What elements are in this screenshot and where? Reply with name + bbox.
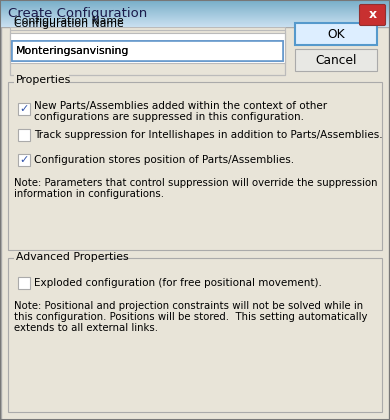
Text: Note: Positional and projection constraints will not be solved while in: Note: Positional and projection constrai… bbox=[14, 301, 363, 311]
Bar bbox=[0, 26, 390, 27]
Text: information in configurations.: information in configurations. bbox=[14, 189, 164, 199]
Bar bbox=[18, 129, 30, 141]
Text: this configuration. Positions will be stored.  This setting automatically: this configuration. Positions will be st… bbox=[14, 312, 367, 322]
Bar bbox=[0, 10, 390, 11]
Bar bbox=[0, 24, 390, 26]
Bar bbox=[0, 21, 390, 23]
Text: Cancel: Cancel bbox=[315, 53, 357, 66]
Text: ✓: ✓ bbox=[20, 155, 29, 165]
Bar bbox=[0, 10, 390, 12]
Text: Track suppression for Intellishapes in addition to Parts/Assemblies.: Track suppression for Intellishapes in a… bbox=[34, 130, 383, 140]
Text: Create Configuration: Create Configuration bbox=[8, 8, 147, 21]
Bar bbox=[0, 16, 390, 18]
Bar bbox=[0, 6, 390, 8]
Bar bbox=[0, 21, 390, 22]
Bar bbox=[295, 49, 377, 71]
Bar bbox=[0, 3, 390, 4]
Text: Advanced Properties: Advanced Properties bbox=[16, 252, 129, 262]
Bar bbox=[0, 13, 390, 14]
Text: Configuration Name: Configuration Name bbox=[14, 16, 124, 26]
Bar bbox=[0, 19, 390, 21]
Text: configurations are suppressed in this configuration.: configurations are suppressed in this co… bbox=[34, 112, 304, 122]
Bar bbox=[0, 13, 390, 15]
Text: extends to all external links.: extends to all external links. bbox=[14, 323, 158, 333]
Bar bbox=[18, 277, 30, 289]
Bar bbox=[14, 251, 99, 261]
Text: Monteringsanvisning: Monteringsanvisning bbox=[16, 46, 129, 56]
Bar bbox=[0, 8, 390, 9]
Bar bbox=[0, 11, 390, 13]
Bar bbox=[0, 18, 390, 20]
Text: OK: OK bbox=[327, 27, 345, 40]
Bar bbox=[8, 258, 382, 412]
Bar bbox=[0, 5, 390, 6]
Bar bbox=[0, 5, 390, 7]
Text: Configuration stores position of Parts/Assemblies.: Configuration stores position of Parts/A… bbox=[34, 155, 294, 165]
FancyBboxPatch shape bbox=[360, 5, 385, 26]
Text: Properties: Properties bbox=[16, 75, 71, 85]
Text: New Parts/Assemblies added within the context of other: New Parts/Assemblies added within the co… bbox=[34, 101, 327, 111]
Text: Note: Parameters that control suppression will override the suppression: Note: Parameters that control suppressio… bbox=[14, 178, 378, 188]
Bar bbox=[18, 103, 30, 115]
Text: Monteringsanvisning: Monteringsanvisning bbox=[16, 46, 129, 56]
Bar bbox=[0, 23, 390, 24]
Bar bbox=[0, 8, 390, 10]
Bar bbox=[0, 0, 390, 2]
Bar bbox=[0, 16, 390, 17]
Bar bbox=[0, 3, 390, 5]
Bar bbox=[0, 24, 390, 25]
Bar bbox=[18, 154, 30, 166]
Bar bbox=[10, 30, 285, 75]
Text: Configuration Name: Configuration Name bbox=[14, 19, 124, 29]
Bar bbox=[0, 18, 390, 19]
Bar bbox=[8, 82, 382, 250]
Bar bbox=[12, 41, 283, 61]
Bar bbox=[14, 74, 69, 84]
Bar bbox=[0, 0, 390, 1]
Text: x: x bbox=[369, 8, 377, 21]
Bar bbox=[0, 15, 390, 16]
Bar bbox=[12, 41, 283, 61]
Text: ✓: ✓ bbox=[20, 104, 29, 114]
Text: Exploded configuration (for free positional movement).: Exploded configuration (for free positio… bbox=[34, 278, 322, 288]
Bar bbox=[295, 23, 377, 45]
Bar bbox=[10, 33, 285, 63]
Bar bbox=[10, 27, 285, 75]
Bar bbox=[0, 2, 390, 3]
